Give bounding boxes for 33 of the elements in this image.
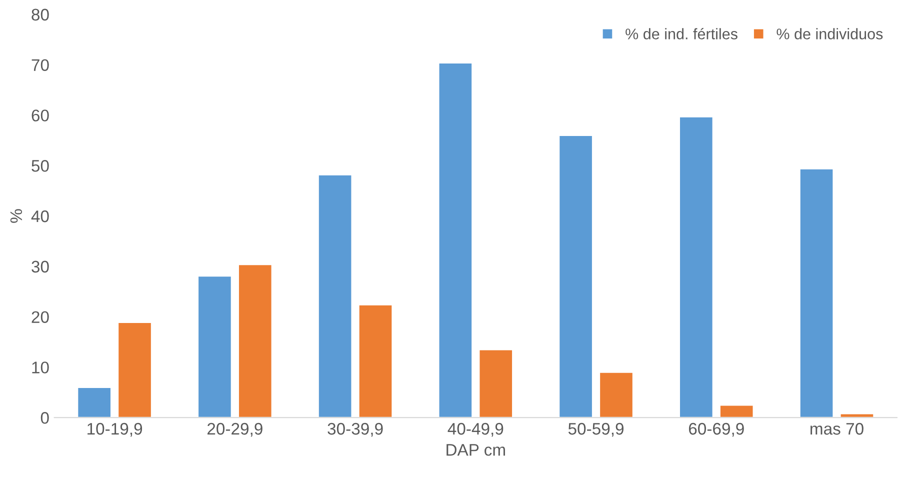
y-tick-label: 30 — [32, 260, 49, 273]
x-axis-title: DAP cm — [446, 444, 505, 456]
y-tick-label: 20 — [32, 311, 49, 324]
bar — [438, 62, 473, 418]
bar — [318, 174, 353, 418]
bar — [558, 134, 594, 418]
bar — [358, 304, 394, 418]
y-tick-label: 70 — [32, 59, 49, 72]
bar — [76, 386, 112, 418]
y-tick-label: 0 — [40, 412, 49, 424]
bar — [719, 404, 754, 418]
bar — [478, 348, 514, 418]
bar — [598, 372, 634, 418]
bar — [678, 116, 714, 418]
bar — [798, 168, 834, 418]
legend-label: % de individuos — [776, 28, 883, 40]
bar — [197, 275, 232, 418]
x-tick-label: 50-59,9 — [568, 422, 624, 437]
bar — [238, 264, 273, 418]
y-tick-label: 40 — [31, 210, 49, 222]
y-axis-title: % — [10, 209, 22, 223]
y-tick-label: 50 — [32, 160, 49, 172]
x-tick-label: 20-29,9 — [207, 422, 262, 437]
y-tick-label: 10 — [32, 362, 49, 374]
y-tick-label: 60 — [32, 110, 49, 122]
y-tick-label: 80 — [32, 8, 49, 21]
x-tick-label: 30-39,9 — [328, 422, 383, 437]
x-tick-label: mas 70 — [810, 422, 864, 435]
x-tick-label: 40-49,9 — [448, 422, 504, 437]
bar — [117, 322, 152, 418]
x-tick-label: 10-19,9 — [88, 422, 142, 437]
x-tick-label: 60-69,9 — [688, 422, 744, 437]
legend-label: % de ind. fértiles — [626, 28, 738, 40]
